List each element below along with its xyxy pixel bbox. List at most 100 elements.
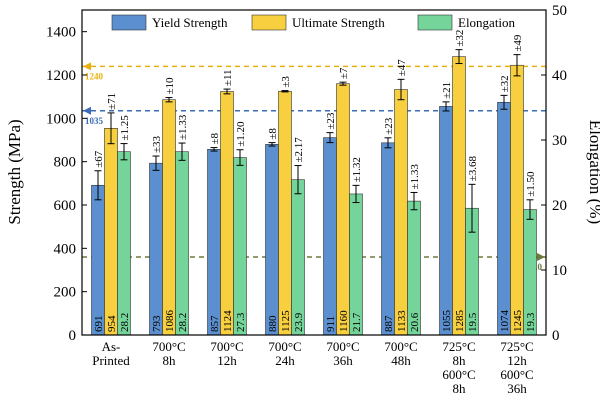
y2-tick-label: 10 bbox=[552, 263, 567, 279]
bar bbox=[394, 89, 408, 336]
x-tick-label: 700°C bbox=[210, 339, 243, 354]
y-tick-label: 400 bbox=[54, 241, 77, 257]
error-label: ±1.33 bbox=[177, 114, 189, 140]
value-label: 911 bbox=[325, 316, 337, 332]
error-label: ±1.50 bbox=[525, 171, 537, 197]
value-label: 1160 bbox=[338, 310, 350, 332]
bar bbox=[220, 91, 234, 336]
reference-arrow bbox=[537, 253, 545, 261]
value-label: 19.3 bbox=[525, 312, 537, 332]
error-label: ±11 bbox=[222, 69, 234, 86]
reference-arrow bbox=[83, 62, 91, 71]
x-tick-label: 24h bbox=[275, 353, 295, 368]
reference-arrow bbox=[83, 106, 91, 115]
error-label: ±10 bbox=[164, 77, 176, 95]
y2-tick-label: 20 bbox=[552, 198, 567, 214]
legend: Yield Strength Ultimate Strength Elongatio… bbox=[111, 14, 516, 31]
y-tick-label: 200 bbox=[54, 285, 77, 301]
bar bbox=[497, 102, 511, 336]
value-label: 27.3 bbox=[235, 312, 247, 332]
x-tick-label: 600°C bbox=[442, 367, 475, 382]
x-tick-label: Printed bbox=[92, 353, 130, 368]
bar bbox=[452, 56, 466, 336]
y-tick-label: 0 bbox=[69, 328, 77, 344]
x-tick-label: 600°C bbox=[500, 367, 533, 382]
value-label: 28.2 bbox=[119, 313, 131, 332]
value-label: 19.5 bbox=[467, 312, 479, 332]
y-tick-label: 800 bbox=[54, 155, 77, 171]
value-label: 954 bbox=[106, 315, 118, 332]
plot-frame bbox=[81, 9, 547, 336]
bar bbox=[291, 179, 305, 336]
bar bbox=[336, 83, 350, 336]
bar bbox=[233, 157, 247, 336]
bar bbox=[162, 99, 176, 336]
error-label: ±8 bbox=[209, 133, 221, 145]
value-label: 1125 bbox=[280, 310, 292, 332]
y-tick-label: 1400 bbox=[46, 25, 76, 41]
bar bbox=[117, 151, 131, 336]
error-label: ±7 bbox=[338, 67, 350, 79]
legend-swatch bbox=[251, 14, 287, 31]
x-tick-label: 36h bbox=[507, 381, 527, 396]
error-label: ±67 bbox=[93, 150, 105, 168]
legend-label: Yield Strength bbox=[152, 15, 228, 30]
value-label: 1285 bbox=[454, 310, 466, 333]
legend-swatch bbox=[111, 14, 147, 31]
value-label: 887 bbox=[383, 315, 395, 332]
value-label: 1133 bbox=[396, 310, 408, 332]
bar bbox=[278, 90, 292, 336]
error-label: ±3.68 bbox=[467, 156, 479, 182]
reference-label: 1035 bbox=[85, 116, 104, 126]
value-label: 793 bbox=[151, 315, 163, 332]
error-label: ±1.32 bbox=[351, 157, 363, 182]
value-label: 23.9 bbox=[293, 312, 305, 332]
bar bbox=[149, 162, 163, 336]
bar bbox=[323, 137, 337, 336]
error-label: ±8 bbox=[267, 128, 279, 140]
legend-label: Ultimate Strength bbox=[292, 15, 385, 30]
value-label: 20.6 bbox=[409, 312, 421, 332]
legend-swatch bbox=[417, 14, 453, 31]
value-label: 1055 bbox=[441, 310, 453, 333]
error-label: ±1.33 bbox=[409, 164, 421, 190]
y-tick-label: 1000 bbox=[46, 111, 76, 127]
error-label: ±33 bbox=[151, 135, 163, 153]
error-label: ±23 bbox=[325, 112, 337, 130]
x-tick-label: 725°C bbox=[500, 339, 533, 354]
x-tick-label: 700°C bbox=[384, 339, 417, 354]
bar bbox=[439, 106, 453, 336]
x-tick-label: 48h bbox=[391, 353, 411, 368]
x-tick-label: 725°C bbox=[442, 339, 475, 354]
y-tick-label: 1200 bbox=[46, 68, 76, 84]
y-axis-title: Strength (MPa) bbox=[5, 119, 24, 224]
value-label: 1074 bbox=[499, 310, 511, 333]
error-label: ±21 bbox=[441, 82, 453, 99]
x-tick-label: 700°C bbox=[326, 339, 359, 354]
x-tick-label: 700°C bbox=[152, 339, 185, 354]
bar bbox=[207, 149, 221, 336]
error-label: ±71 bbox=[106, 93, 118, 110]
error-label: ±3 bbox=[280, 76, 292, 88]
legend-label: Elongation bbox=[458, 15, 516, 30]
x-tick-label: 36h bbox=[333, 353, 353, 368]
y2-tick-label: 0 bbox=[552, 328, 560, 344]
error-label: ±32 bbox=[499, 75, 511, 92]
bars: ±67 691 ±71 954 ±1.25 28.2 ±33 793 ±10 1086 ±1.33 2… bbox=[91, 30, 537, 336]
bar bbox=[175, 151, 189, 336]
bar bbox=[91, 184, 105, 336]
y2-tick-label: 30 bbox=[552, 133, 567, 149]
reference-label: 1240 bbox=[85, 71, 104, 81]
bar bbox=[265, 144, 279, 336]
bar bbox=[104, 128, 118, 336]
error-label: ±49 bbox=[512, 34, 524, 52]
error-label: ±1.25 bbox=[119, 115, 131, 141]
value-label: 1124 bbox=[222, 310, 234, 332]
error-label: ±32 bbox=[454, 30, 466, 47]
x-tick-label: As- bbox=[102, 339, 121, 354]
error-label: ±1.20 bbox=[235, 121, 247, 147]
y2-tick-label: 40 bbox=[552, 68, 567, 84]
x-tick-label: 12h bbox=[507, 353, 527, 368]
x-tick-label: 8h bbox=[453, 381, 467, 396]
